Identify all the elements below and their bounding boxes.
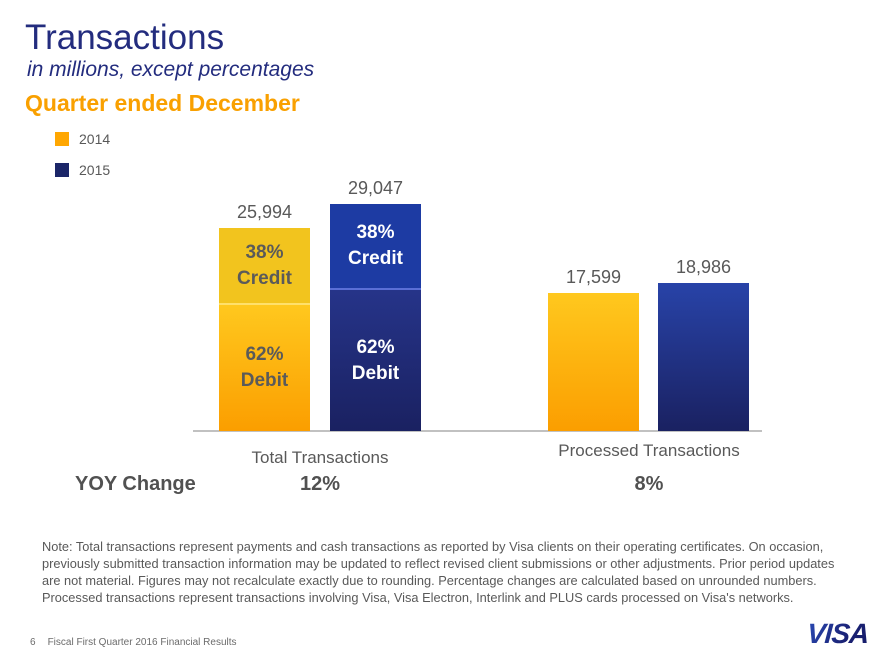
segment-credit-2014: 38% Credit <box>219 228 310 305</box>
visa-logo: VISA <box>805 618 870 649</box>
value-label-2015-total: 29,047 <box>347 178 404 198</box>
segment-credit-text: Credit <box>237 267 292 289</box>
category-label-processed-transactions: Processed Transactions <box>558 441 740 460</box>
legend-item-2014: 2014 <box>55 130 111 147</box>
legend-label-2015: 2015 <box>79 161 111 178</box>
legend-swatch-2014 <box>55 131 69 146</box>
yoy-change-label: YOY Change <box>75 473 196 495</box>
x-axis-line <box>193 430 762 432</box>
yoy-value-total-transactions: 12% <box>299 473 341 495</box>
section-heading: Quarter ended December <box>25 90 300 116</box>
bar-2014-total: 38% Credit 62% Debit <box>219 228 310 431</box>
segment-debit-text: Debit <box>351 362 400 384</box>
yoy-value-processed-transactions: 8% <box>634 473 664 495</box>
segment-credit-text: Credit <box>348 248 403 269</box>
legend-swatch-2015 <box>55 162 69 177</box>
chart-legend: 2014 2015 <box>55 131 110 193</box>
category-label-total-transactions: Total Transactions <box>251 448 389 467</box>
bar-2014-processed <box>548 293 639 431</box>
note-text: Note: Total transactions represent payme… <box>42 539 835 606</box>
footer-page-number: 6 <box>30 637 36 648</box>
segment-debit-text: Debit <box>240 370 289 391</box>
legend-item-2015: 2015 <box>55 161 111 178</box>
segment-credit-text: 38% <box>356 222 395 244</box>
footer-text: Fiscal First Quarter 2016 Financial Resu… <box>47 637 237 648</box>
legend-label-2014: 2014 <box>79 130 111 147</box>
segment-credit-2015: 38% Credit <box>330 204 421 290</box>
value-label-2014-processed: 17,599 <box>565 267 622 287</box>
value-label-2014-total: 25,994 <box>236 202 293 222</box>
slide-footer: 6 Fiscal First Quarter 2016 Financial Res… <box>30 637 237 648</box>
segment-debit-2014: 62% Debit <box>219 305 310 431</box>
bar-2015-total: 38% Credit 62% Debit <box>330 204 421 431</box>
segment-debit-text: 62% <box>245 344 284 366</box>
segment-credit-text: 38% <box>245 241 284 263</box>
segment-debit-2015: 62% Debit <box>330 290 421 431</box>
value-label-2015-processed: 18,986 <box>675 257 732 277</box>
page-subtitle: in millions, except percentages <box>27 58 315 81</box>
page-title: Transactions <box>25 18 225 57</box>
segment-debit-text: 62% <box>356 336 395 358</box>
bar-2015-processed <box>658 283 749 431</box>
